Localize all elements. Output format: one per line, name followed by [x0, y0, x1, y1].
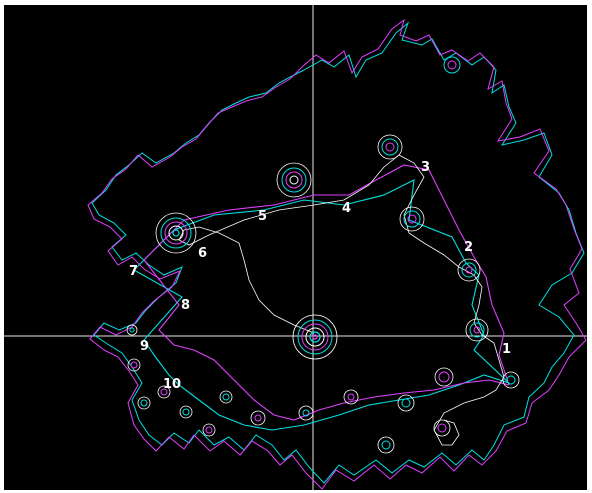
- label-8: 8: [181, 298, 190, 313]
- vortex-1: [465, 318, 489, 342]
- vortex-5: [276, 162, 312, 198]
- label-2: 2: [464, 240, 473, 255]
- inner-trace-white: [178, 154, 505, 446]
- vortex-1b: [502, 371, 520, 389]
- inner-trace-cyan: [133, 179, 510, 431]
- vortex-3b: [399, 206, 425, 232]
- label-1: 1: [502, 342, 511, 357]
- vortex-2: [457, 258, 481, 282]
- trajectory-plot: 1 2 3 4 5 6 7 8 9 10: [4, 5, 587, 490]
- inner-trace-magenta: [143, 164, 510, 421]
- vortex-center: [292, 314, 338, 360]
- outer-trace-cyan: [91, 21, 585, 484]
- label-5: 5: [258, 209, 267, 224]
- plot-window: 1 2 3 4 5 6 7 8 9 10: [4, 5, 587, 490]
- outer-trace-magenta: [87, 18, 587, 490]
- label-9: 9: [140, 339, 149, 354]
- vortex-small: [126, 56, 461, 454]
- vortex-6: [155, 212, 197, 254]
- label-4: 4: [342, 201, 351, 216]
- label-6: 6: [198, 246, 207, 261]
- label-3: 3: [421, 160, 430, 175]
- label-7: 7: [129, 264, 138, 279]
- vortex-group: [126, 56, 520, 454]
- vortex-3: [377, 134, 403, 160]
- label-10: 10: [163, 377, 181, 392]
